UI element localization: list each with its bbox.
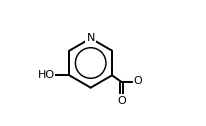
Text: N: N [87, 33, 95, 43]
Text: HO: HO [37, 70, 55, 80]
Text: O: O [117, 96, 126, 106]
Text: O: O [133, 76, 142, 86]
